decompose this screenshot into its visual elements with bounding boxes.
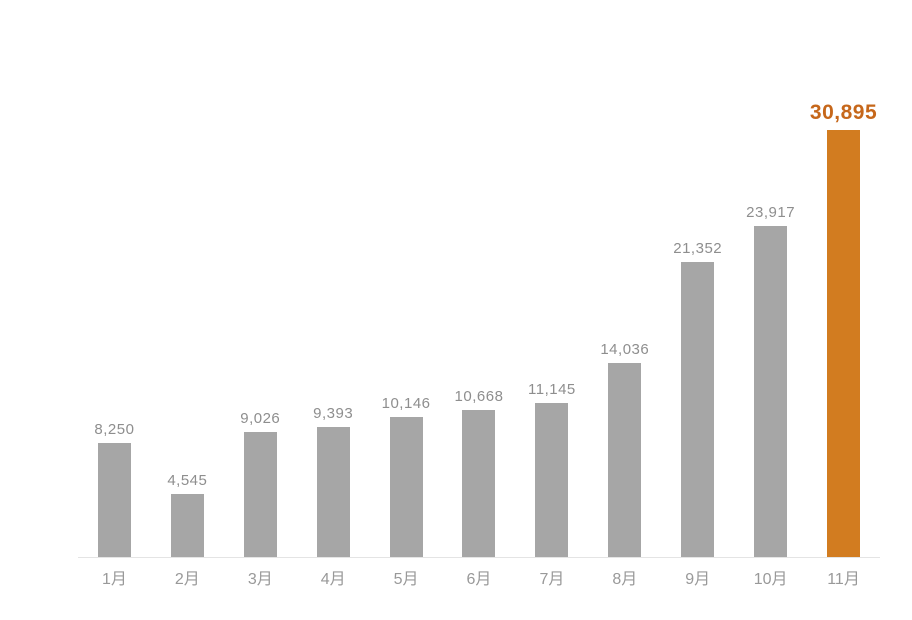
bar-column: 23,917 (734, 203, 807, 557)
value-label: 4,545 (167, 471, 208, 489)
monthly-bar-chart: 8,250 4,545 9,026 9,393 10,146 10,668 11,145 14… (78, 101, 880, 589)
bar-column: 8,250 (78, 420, 151, 557)
bar (608, 363, 642, 557)
bar (97, 443, 131, 557)
x-axis-tick-label: 1月 (102, 571, 127, 588)
x-axis-tick-label: 8月 (612, 571, 638, 588)
value-label: 21,352 (673, 239, 723, 257)
bar-column: 4,545 (151, 471, 224, 557)
x-axis-tick-label: 10月 (753, 571, 788, 588)
value-label: 14,036 (600, 340, 650, 358)
x-axis-labels: 1月 2月 3月 4月 5月 6月 7月 8月 9月 10月 11月 (78, 558, 880, 589)
x-axis-tick-label: 4月 (320, 571, 346, 588)
x-axis-tick-label: 2月 (174, 571, 200, 588)
bar-column: 30,895 (807, 101, 880, 557)
bar-column: 10,668 (443, 387, 516, 557)
bar (462, 410, 496, 557)
x-axis-tick-label: 3月 (247, 571, 273, 588)
x-axis-tick-label: 5月 (393, 571, 419, 588)
bar (754, 226, 788, 557)
value-label: 11,145 (528, 380, 576, 398)
bar-column: 9,026 (224, 409, 297, 557)
x-axis-tick-label: 6月 (466, 571, 492, 588)
bar (170, 494, 204, 557)
bar (243, 432, 277, 557)
value-label: 10,146 (381, 394, 431, 412)
bar (535, 403, 569, 557)
x-axis-tick-label: 7月 (539, 571, 565, 588)
value-label: 9,026 (240, 409, 281, 427)
bar (316, 427, 350, 557)
bar-column: 21,352 (661, 239, 734, 557)
bar-column: 10,146 (370, 394, 443, 557)
x-axis-tick-label: 11月 (827, 571, 860, 588)
highlighted-value-label: 30,895 (809, 100, 878, 124)
bar-column: 11,145 (515, 380, 588, 557)
highlighted-bar (827, 130, 861, 557)
x-axis-tick-label: 9月 (685, 571, 711, 588)
bar (389, 417, 423, 557)
value-label: 8,250 (94, 420, 135, 438)
value-label: 23,917 (746, 203, 796, 221)
value-label: 10,668 (454, 387, 504, 405)
bar (681, 262, 715, 557)
bar-column: 9,393 (297, 404, 370, 557)
value-label: 9,393 (313, 404, 354, 422)
plot-area: 8,250 4,545 9,026 9,393 10,146 10,668 11,145 14… (78, 101, 880, 558)
bar-column: 14,036 (588, 340, 661, 557)
